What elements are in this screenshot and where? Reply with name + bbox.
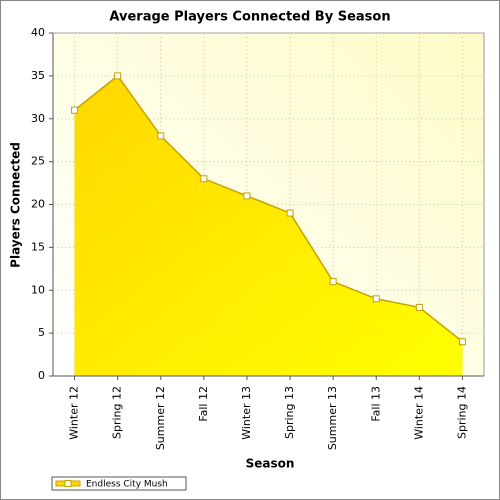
y-tick-label: 30: [31, 112, 45, 125]
marker: [329, 278, 337, 286]
y-tick-label: 40: [31, 26, 45, 39]
legend-marker: [64, 480, 72, 487]
x-tick-label: Summer 12: [154, 386, 167, 450]
marker: [200, 175, 208, 183]
legend-box: [51, 476, 187, 491]
marker: [114, 72, 122, 80]
y-tick-label: 20: [31, 198, 45, 211]
area: [74, 75, 463, 376]
marker: [458, 338, 466, 346]
marker: [415, 303, 423, 311]
marker: [243, 192, 251, 200]
y-tick-label: 5: [38, 326, 45, 339]
y-tick-label: 15: [31, 240, 45, 253]
x-tick-label: Spring 12: [111, 386, 124, 439]
y-tick-label: 0: [38, 369, 45, 382]
x-tick-label: Spring 13: [283, 386, 296, 439]
x-tick-label: Fall 13: [369, 386, 382, 422]
legend-label: Endless City Mush: [86, 480, 168, 490]
x-axis-title: Season: [246, 457, 295, 471]
x-tick-label: Fall 12: [197, 386, 210, 422]
marker: [157, 132, 165, 140]
marker: [71, 106, 79, 114]
y-axis-title: Players Connected: [9, 142, 23, 268]
x-tick-label: Winter 13: [240, 386, 253, 440]
x-tick-label: Spring 14: [455, 386, 468, 439]
y-tick-label: 25: [31, 155, 45, 168]
area-line: [74, 74, 463, 343]
chart-title: Average Players Connected By Season: [109, 10, 390, 25]
marker: [372, 295, 380, 303]
x-tick-label: Summer 13: [326, 386, 339, 450]
y-tick-label: 35: [31, 69, 45, 82]
x-tick-label: Winter 12: [68, 386, 81, 440]
y-tick-label: 10: [31, 283, 45, 296]
marker: [286, 209, 294, 217]
x-tick-label: Winter 14: [412, 386, 425, 440]
